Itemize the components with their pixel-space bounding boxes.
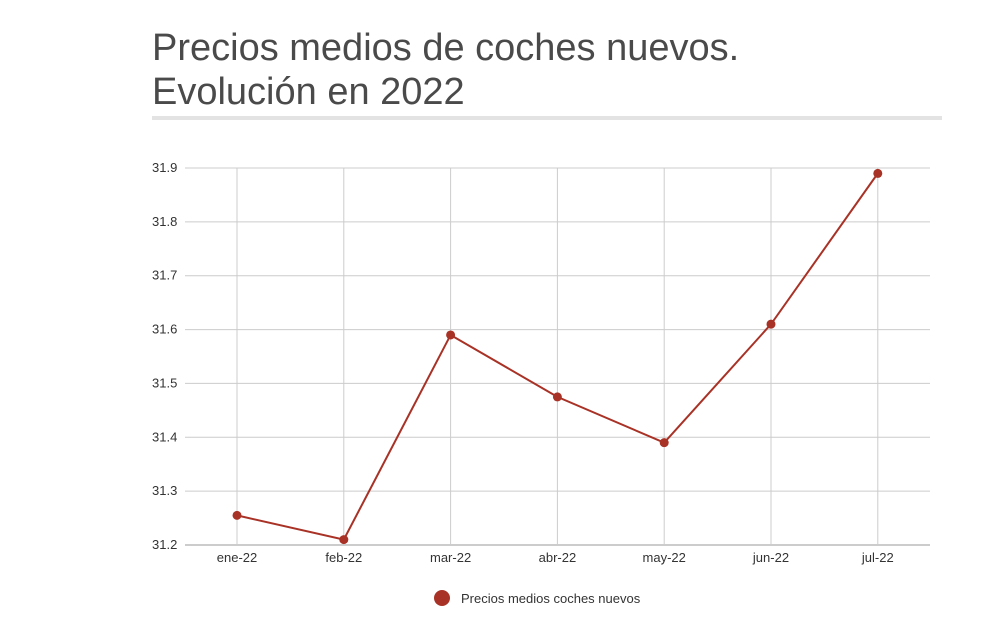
data-point	[446, 330, 456, 340]
title-divider	[152, 116, 942, 120]
y-tick-label: 31.7	[152, 268, 177, 283]
data-point	[339, 535, 349, 545]
legend: Precios medios coches nuevos	[434, 590, 640, 606]
y-tick-label: 31.4	[152, 429, 177, 444]
y-axis-ticks: 31.2 31.3 31.4 31.5 31.6 31.7 31.8 31.9	[152, 160, 177, 552]
chart-title: Precios medios de coches nuevos. Evoluci…	[152, 26, 739, 114]
y-tick-label: 31.3	[152, 483, 177, 498]
x-tick-label: feb-22	[325, 550, 362, 565]
data-point	[232, 510, 242, 520]
legend-label: Precios medios coches nuevos	[461, 590, 641, 606]
y-tick-label: 31.6	[152, 322, 177, 337]
y-tick-label: 31.9	[152, 160, 177, 175]
x-tick-label: jun-22	[752, 550, 789, 565]
x-tick-label: mar-22	[430, 550, 471, 565]
grid	[185, 167, 930, 546]
data-point	[766, 319, 776, 329]
x-tick-label: jul-22	[861, 550, 894, 565]
y-tick-label: 31.5	[152, 375, 177, 390]
x-tick-label: abr-22	[539, 550, 577, 565]
y-tick-label: 31.8	[152, 214, 177, 229]
data-point	[552, 392, 562, 402]
y-tick-label: 31.2	[152, 537, 177, 552]
series	[232, 168, 883, 545]
data-point	[873, 168, 883, 178]
data-point	[659, 438, 669, 448]
chart-title-line-2: Evolución en 2022	[152, 71, 465, 113]
x-axis-ticks: ene-22 feb-22 mar-22 abr-22 may-22 jun-22 jul-…	[217, 550, 894, 565]
x-tick-label: may-22	[643, 550, 686, 565]
x-tick-label: ene-22	[217, 550, 257, 565]
chart-title-line-1: Precios medios de coches nuevos.	[152, 27, 740, 69]
legend-marker	[434, 590, 450, 606]
